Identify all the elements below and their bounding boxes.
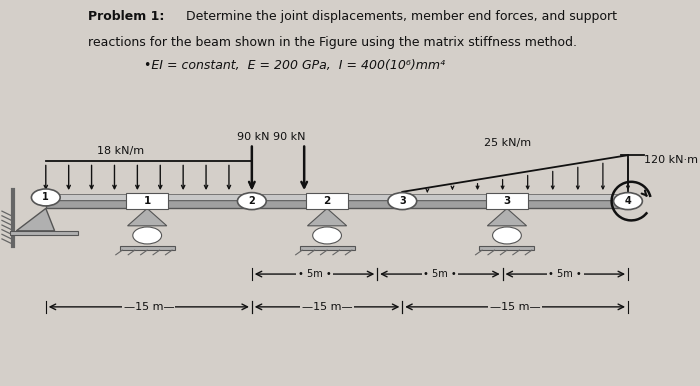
Text: Determine the joint displacements, member end forces, and support: Determine the joint displacements, membe… <box>186 10 617 23</box>
Circle shape <box>493 227 522 244</box>
Text: —15 m—: —15 m— <box>490 302 540 312</box>
FancyBboxPatch shape <box>486 193 528 209</box>
Text: 18 kN/m: 18 kN/m <box>97 146 145 156</box>
Circle shape <box>614 193 643 210</box>
Text: 4: 4 <box>624 196 631 206</box>
FancyBboxPatch shape <box>300 246 354 250</box>
Text: 90 kN 90 kN: 90 kN 90 kN <box>237 132 306 142</box>
Text: 25 kN/m: 25 kN/m <box>484 138 531 148</box>
Circle shape <box>133 227 162 244</box>
Circle shape <box>237 193 266 210</box>
Text: 3: 3 <box>503 196 510 206</box>
Text: 1: 1 <box>144 196 150 206</box>
Text: • 5m •: • 5m • <box>298 269 331 279</box>
FancyBboxPatch shape <box>126 193 168 209</box>
Text: 3: 3 <box>399 196 406 206</box>
Text: • 5m •: • 5m • <box>423 269 457 279</box>
Text: 2: 2 <box>248 196 256 206</box>
Text: 1: 1 <box>43 193 49 202</box>
Polygon shape <box>16 208 55 231</box>
Circle shape <box>32 189 60 206</box>
FancyBboxPatch shape <box>10 231 78 235</box>
Text: —15 m—: —15 m— <box>123 302 174 312</box>
Text: 120 kN·m: 120 kN·m <box>644 155 699 165</box>
FancyBboxPatch shape <box>120 246 175 250</box>
FancyBboxPatch shape <box>46 194 628 200</box>
Polygon shape <box>127 208 167 226</box>
Text: •EI = constant,  E = 200 GPa,  I = 400(10⁶)mm⁴: •EI = constant, E = 200 GPa, I = 400(10⁶… <box>144 59 445 72</box>
Text: reactions for the beam shown in the Figure using the matrix stiffness method.: reactions for the beam shown in the Figu… <box>88 36 578 49</box>
Text: 2: 2 <box>323 196 330 206</box>
Polygon shape <box>487 208 526 226</box>
Polygon shape <box>307 208 346 226</box>
FancyBboxPatch shape <box>480 246 534 250</box>
FancyBboxPatch shape <box>46 200 628 208</box>
Circle shape <box>388 193 416 210</box>
Circle shape <box>313 227 342 244</box>
Text: —15 m—: —15 m— <box>302 302 352 312</box>
FancyBboxPatch shape <box>306 193 348 209</box>
Text: Problem 1:: Problem 1: <box>88 10 164 23</box>
Text: • 5m •: • 5m • <box>548 269 582 279</box>
